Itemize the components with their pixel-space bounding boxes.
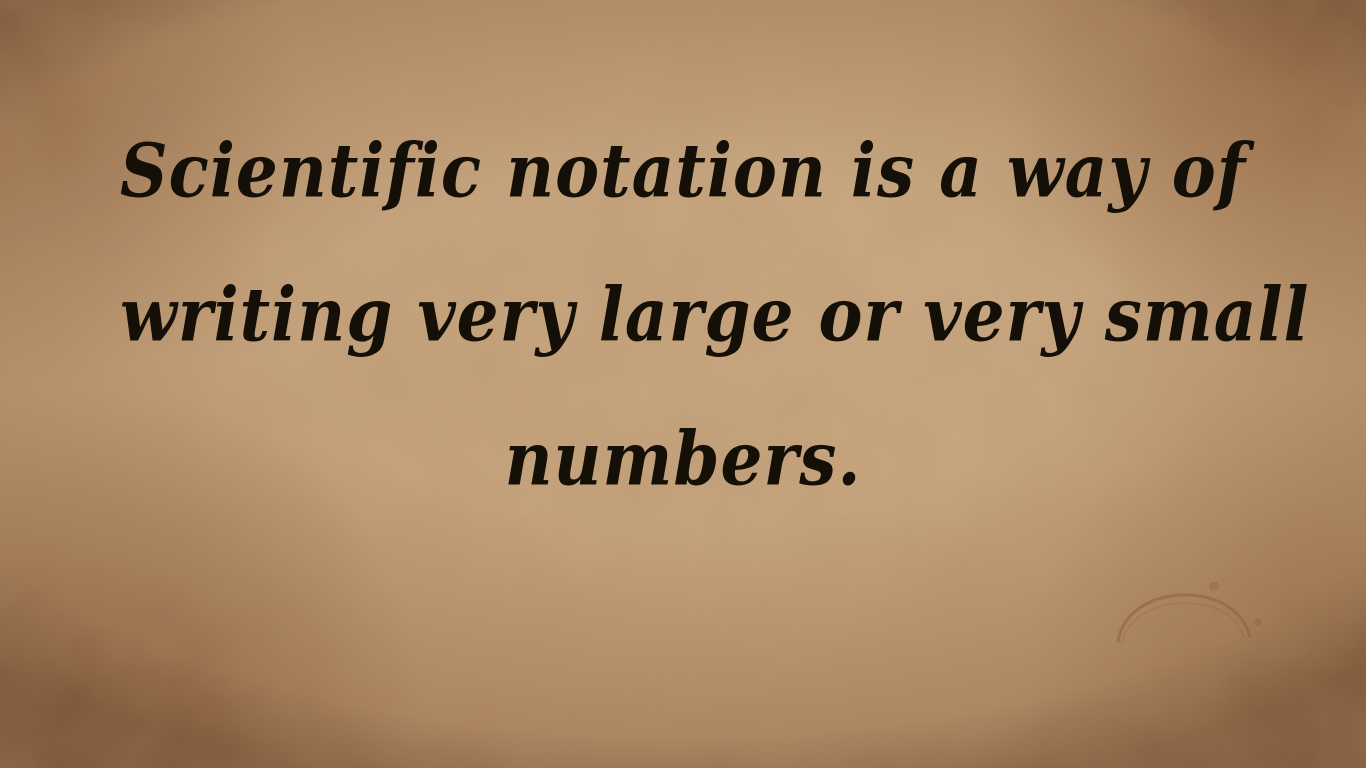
text-line-1: Scientific notation is a way of [120,126,1247,215]
slide-body-text: Scientific notation is a way of writing … [120,126,1310,501]
text-line-2: writing very large or very small [120,270,1310,359]
text-line-3: numbers. [504,414,862,503]
coffee-ring-stain [1116,582,1262,645]
